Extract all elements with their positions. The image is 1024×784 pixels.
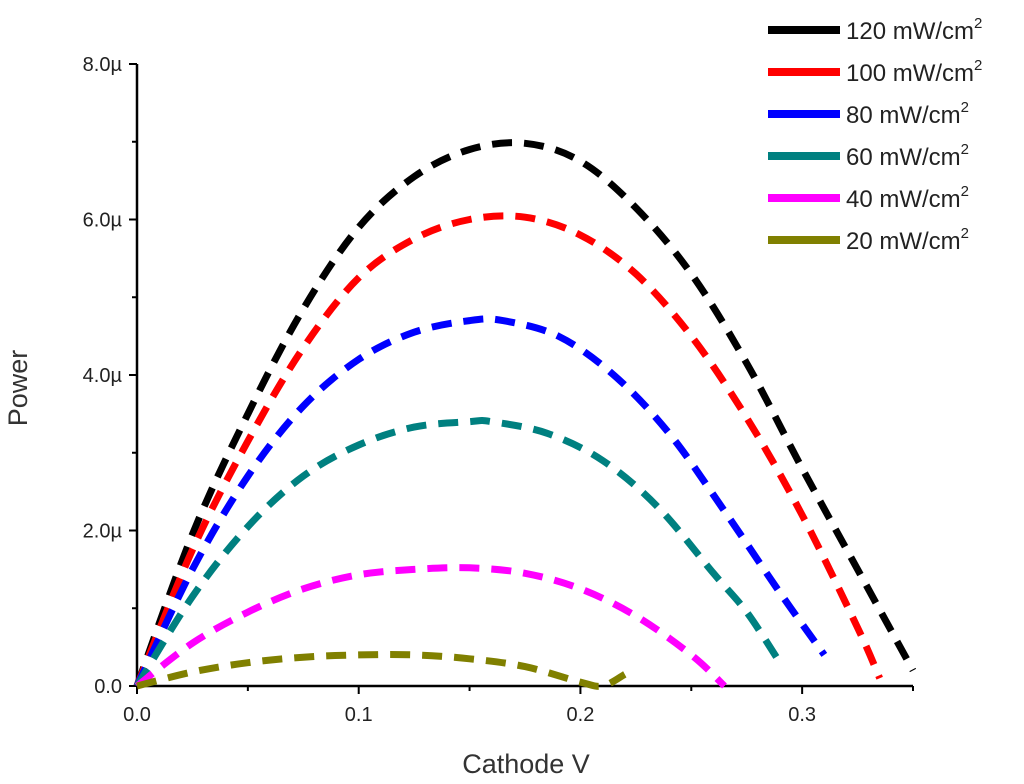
legend-item: 20 mW/cm2	[768, 225, 969, 255]
legend-label-text: 80 mW/cm	[846, 102, 961, 129]
legend-label-text: 20 mW/cm	[846, 228, 961, 255]
y-tick-label: 8.0µ	[83, 54, 123, 76]
series-4	[134, 564, 727, 689]
series-line	[134, 417, 783, 688]
series-3	[134, 417, 783, 688]
series-layer	[133, 139, 917, 690]
series-5	[136, 651, 627, 690]
legend-label: 100 mW/cm2	[846, 57, 982, 87]
x-tick-label: 0.2	[567, 704, 595, 726]
x-tick-label: 0.1	[345, 704, 373, 726]
legend-item: 80 mW/cm2	[768, 99, 969, 129]
legend-label: 60 mW/cm2	[846, 141, 969, 171]
y-tick-label: 0.0	[94, 676, 122, 698]
series-1	[133, 212, 883, 688]
legend-item: 40 mW/cm2	[768, 183, 969, 213]
y-tick-label: 4.0µ	[83, 365, 123, 387]
axes: 0.0 0.1 0.2 0.3 0.0 2.0µ 4.0µ 6.0µ 8.0µ	[83, 54, 914, 726]
x-tick-label: 0.3	[788, 704, 816, 726]
x-axis-title: Cathode V	[462, 749, 590, 779]
y-axis-title: Power	[3, 350, 33, 427]
y-tick-label: 6.0µ	[83, 210, 123, 232]
legend-label-text: 100 mW/cm	[846, 60, 974, 87]
x-tick-label: 0.0	[123, 704, 151, 726]
series-0	[133, 139, 917, 688]
series-line	[136, 651, 627, 690]
legend-item: 120 mW/cm2	[768, 15, 982, 45]
legend-label: 40 mW/cm2	[846, 183, 969, 213]
legend-label-superscript: 2	[961, 225, 969, 242]
series-2	[133, 315, 828, 688]
series-line	[133, 212, 883, 688]
legend-label-superscript: 2	[974, 15, 982, 32]
series-line	[133, 139, 917, 688]
legend-label: 80 mW/cm2	[846, 99, 969, 129]
series-line	[134, 564, 727, 689]
series-line	[133, 315, 828, 688]
legend-label-text: 40 mW/cm	[846, 186, 961, 213]
legend-label: 120 mW/cm2	[846, 15, 982, 45]
legend-label-superscript: 2	[974, 57, 982, 74]
legend-label-text: 60 mW/cm	[846, 144, 961, 171]
legend-label-superscript: 2	[961, 183, 969, 200]
legend-label-superscript: 2	[961, 99, 969, 116]
legend-label-text: 120 mW/cm	[846, 18, 974, 45]
legend-item: 60 mW/cm2	[768, 141, 969, 171]
legend-label: 20 mW/cm2	[846, 225, 969, 255]
legend-label-superscript: 2	[961, 141, 969, 158]
legend-item: 100 mW/cm2	[768, 57, 982, 87]
y-tick-label: 2.0µ	[83, 521, 123, 543]
